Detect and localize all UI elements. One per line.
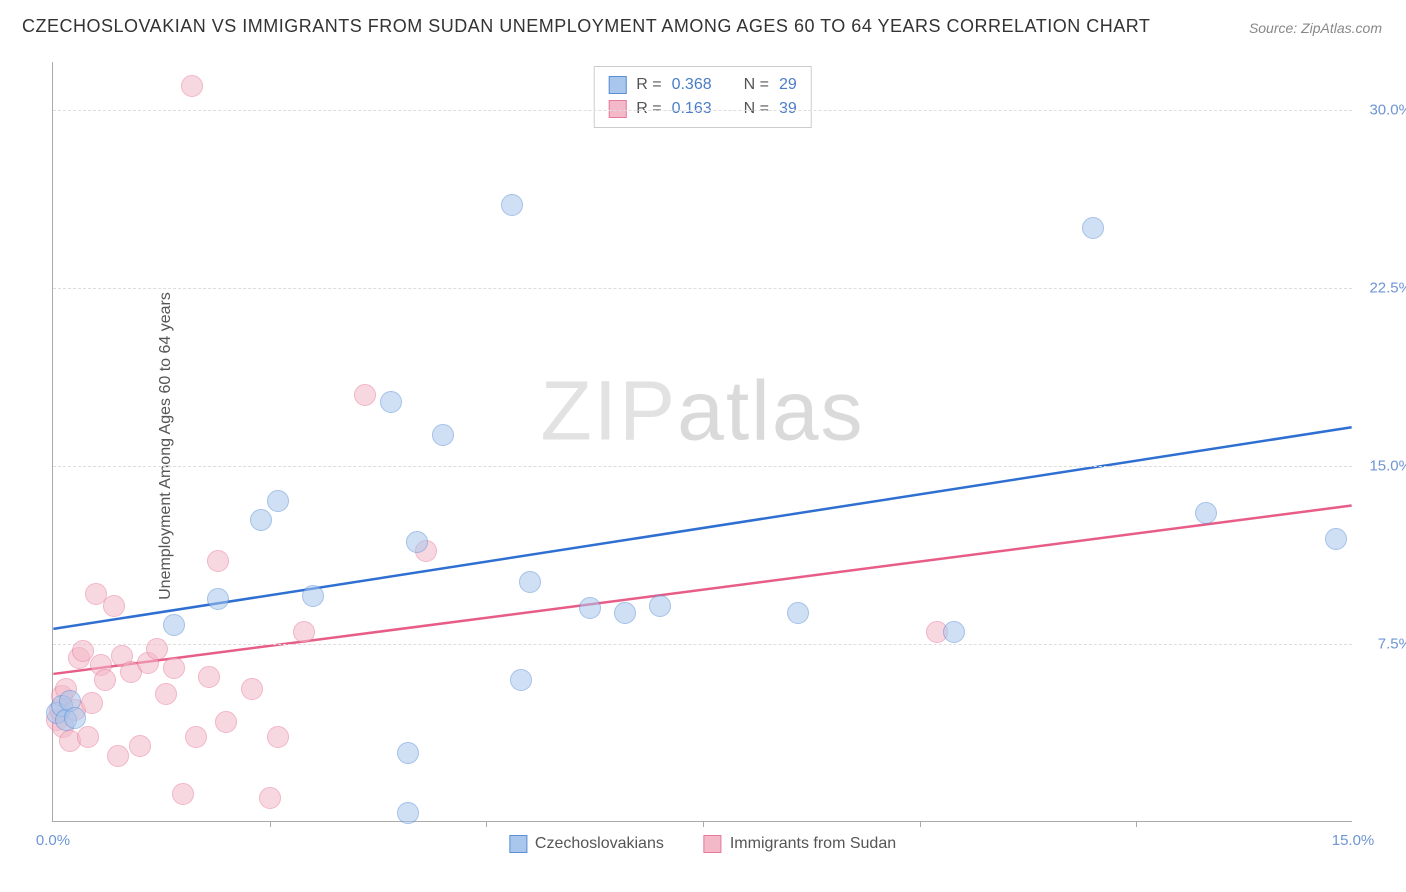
gridline (53, 110, 1352, 111)
series-name: Czechoslovakians (535, 835, 664, 853)
x-tick-mark (1136, 821, 1137, 827)
data-point-czech (1082, 217, 1104, 239)
y-tick-label: 30.0% (1369, 101, 1406, 118)
x-tick-mark (486, 821, 487, 827)
gridline (53, 288, 1352, 289)
data-point-sudan (172, 783, 194, 805)
swatch-czech (509, 835, 527, 853)
y-tick-label: 7.5% (1378, 635, 1406, 652)
data-point-czech (519, 571, 541, 593)
y-tick-label: 22.5% (1369, 279, 1406, 296)
data-point-czech (649, 595, 671, 617)
data-point-czech (943, 621, 965, 643)
series-name: Immigrants from Sudan (730, 835, 896, 853)
data-point-czech (267, 490, 289, 512)
data-point-sudan (267, 726, 289, 748)
watermark-atlas: atlas (677, 364, 864, 458)
data-point-sudan (94, 669, 116, 691)
data-point-sudan (354, 384, 376, 406)
data-point-sudan (155, 683, 177, 705)
data-point-sudan (103, 595, 125, 617)
data-point-sudan (215, 711, 237, 733)
legend-item-sudan: Immigrants from Sudan (704, 835, 896, 853)
r-value: 0.368 (672, 73, 712, 97)
swatch-czech (608, 76, 626, 94)
watermark-zip: ZIP (540, 364, 677, 458)
data-point-sudan (185, 726, 207, 748)
x-tick-label: 15.0% (1332, 832, 1375, 849)
data-point-czech (1325, 528, 1347, 550)
data-point-czech (397, 802, 419, 824)
series-legend: Czechoslovakians Immigrants from Sudan (509, 835, 896, 853)
data-point-czech (397, 742, 419, 764)
watermark: ZIPatlas (540, 363, 864, 460)
chart-title: CZECHOSLOVAKIAN VS IMMIGRANTS FROM SUDAN… (22, 16, 1150, 37)
y-tick-label: 15.0% (1369, 457, 1406, 474)
swatch-sudan (704, 835, 722, 853)
data-point-sudan (259, 787, 281, 809)
data-point-czech (501, 194, 523, 216)
data-point-czech (207, 588, 229, 610)
data-point-sudan (181, 75, 203, 97)
gridline (53, 466, 1352, 467)
r-label: R = (636, 73, 661, 97)
stats-row-czech: R = 0.368 N = 29 (608, 73, 797, 97)
data-point-czech (614, 602, 636, 624)
trend-line-czech (53, 427, 1351, 629)
trend-line-sudan (53, 506, 1351, 674)
x-tick-mark (703, 821, 704, 827)
data-point-czech (163, 614, 185, 636)
legend-item-czech: Czechoslovakians (509, 835, 664, 853)
x-tick-mark (920, 821, 921, 827)
x-tick-mark (270, 821, 271, 827)
data-point-czech (1195, 502, 1217, 524)
data-point-sudan (293, 621, 315, 643)
data-point-czech (64, 707, 86, 729)
plot-area: ZIPatlas R =0.368N =29R =0.163N =39 Czec… (52, 62, 1352, 822)
data-point-czech (250, 509, 272, 531)
data-point-czech (579, 597, 601, 619)
data-point-czech (406, 531, 428, 553)
data-point-czech (302, 585, 324, 607)
data-point-sudan (81, 692, 103, 714)
data-point-sudan (77, 726, 99, 748)
data-point-sudan (163, 657, 185, 679)
data-point-sudan (107, 745, 129, 767)
n-label: N = (744, 73, 769, 97)
data-point-czech (432, 424, 454, 446)
trend-lines (53, 62, 1352, 821)
x-tick-label: 0.0% (36, 832, 70, 849)
data-point-czech (510, 669, 532, 691)
data-point-czech (787, 602, 809, 624)
source-attribution: Source: ZipAtlas.com (1249, 20, 1382, 36)
gridline (53, 644, 1352, 645)
data-point-sudan (241, 678, 263, 700)
data-point-sudan (207, 550, 229, 572)
stats-legend: R =0.368N =29R =0.163N =39 (593, 66, 812, 128)
n-value: 29 (779, 73, 797, 97)
data-point-sudan (129, 735, 151, 757)
data-point-czech (380, 391, 402, 413)
data-point-sudan (146, 638, 168, 660)
correlation-chart: CZECHOSLOVAKIAN VS IMMIGRANTS FROM SUDAN… (0, 0, 1406, 892)
data-point-sudan (198, 666, 220, 688)
